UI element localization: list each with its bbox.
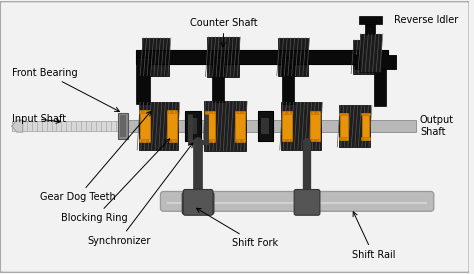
Bar	[241, 110, 242, 113]
Bar	[206, 110, 208, 113]
Bar	[235, 110, 236, 113]
Bar	[311, 139, 313, 141]
Bar	[147, 139, 148, 142]
Bar	[346, 113, 347, 115]
Bar	[236, 110, 237, 113]
Text: Gear Dog Teeth: Gear Dog Teeth	[40, 111, 151, 202]
Bar	[291, 111, 292, 113]
Bar	[315, 111, 316, 113]
Bar	[145, 110, 146, 113]
Text: Reverse Idler: Reverse Idler	[394, 15, 458, 25]
Bar	[205, 110, 206, 113]
Bar	[284, 139, 286, 141]
Bar	[142, 110, 144, 113]
Bar	[139, 102, 178, 150]
Bar	[313, 139, 315, 141]
Text: Synchronizer: Synchronizer	[87, 143, 193, 246]
Bar	[241, 139, 242, 142]
FancyBboxPatch shape	[183, 190, 213, 215]
Bar	[167, 112, 177, 140]
Bar	[239, 110, 241, 113]
Bar	[364, 113, 366, 115]
Bar	[346, 137, 348, 139]
Bar	[342, 137, 344, 139]
Bar	[235, 113, 245, 140]
Bar	[207, 110, 209, 113]
Bar	[368, 137, 370, 139]
Bar	[361, 137, 363, 139]
Bar	[242, 110, 244, 113]
Bar	[239, 139, 241, 142]
Bar	[340, 137, 342, 139]
Bar	[173, 139, 175, 142]
Bar	[374, 57, 386, 106]
Bar	[236, 139, 237, 142]
Bar	[120, 115, 126, 137]
Bar	[283, 113, 292, 139]
Bar	[170, 110, 171, 113]
Bar	[340, 115, 347, 138]
Bar	[171, 110, 173, 113]
Bar	[174, 110, 176, 113]
Bar	[136, 57, 150, 104]
Bar	[209, 139, 210, 142]
Bar	[237, 110, 238, 113]
Bar	[310, 111, 311, 113]
Bar	[168, 110, 170, 113]
Bar	[346, 113, 348, 115]
Bar	[167, 139, 169, 142]
Bar	[212, 57, 224, 102]
Text: Blocking Ring: Blocking Ring	[62, 139, 170, 223]
Bar	[363, 137, 365, 139]
Bar	[316, 139, 318, 141]
Bar	[283, 111, 285, 113]
Bar	[206, 139, 208, 142]
Bar	[242, 139, 244, 142]
Bar	[142, 139, 144, 142]
Bar	[282, 139, 283, 141]
Bar	[286, 139, 287, 141]
Bar	[174, 139, 176, 142]
Bar	[339, 137, 341, 139]
Bar	[204, 101, 246, 151]
Bar	[141, 139, 142, 142]
Bar	[142, 38, 169, 76]
Bar	[361, 113, 363, 115]
Polygon shape	[12, 120, 23, 132]
Bar	[278, 38, 308, 76]
Bar	[310, 113, 320, 139]
Bar	[145, 139, 146, 142]
Bar	[319, 139, 320, 141]
Bar	[367, 137, 369, 139]
Bar	[368, 113, 370, 115]
Bar	[364, 137, 366, 139]
Bar	[205, 139, 206, 142]
Bar	[212, 139, 214, 142]
Bar	[317, 139, 319, 141]
Bar	[358, 16, 383, 24]
Bar	[146, 139, 147, 142]
Bar	[345, 137, 346, 139]
Bar	[243, 139, 245, 142]
Bar	[359, 34, 381, 72]
Bar	[139, 139, 141, 142]
Bar	[341, 137, 343, 139]
Bar	[291, 139, 292, 141]
Bar	[238, 110, 240, 113]
Bar	[284, 111, 286, 113]
Bar	[176, 110, 177, 113]
Bar	[353, 40, 374, 74]
Bar	[257, 111, 273, 141]
Bar	[313, 111, 315, 113]
Bar	[189, 118, 197, 134]
Bar	[139, 110, 141, 113]
Bar	[168, 139, 170, 142]
Bar	[143, 139, 145, 142]
Bar	[366, 113, 368, 115]
Bar	[283, 139, 285, 141]
Bar	[141, 110, 142, 113]
Bar	[287, 111, 289, 113]
Bar	[345, 113, 346, 115]
Bar	[176, 139, 177, 142]
